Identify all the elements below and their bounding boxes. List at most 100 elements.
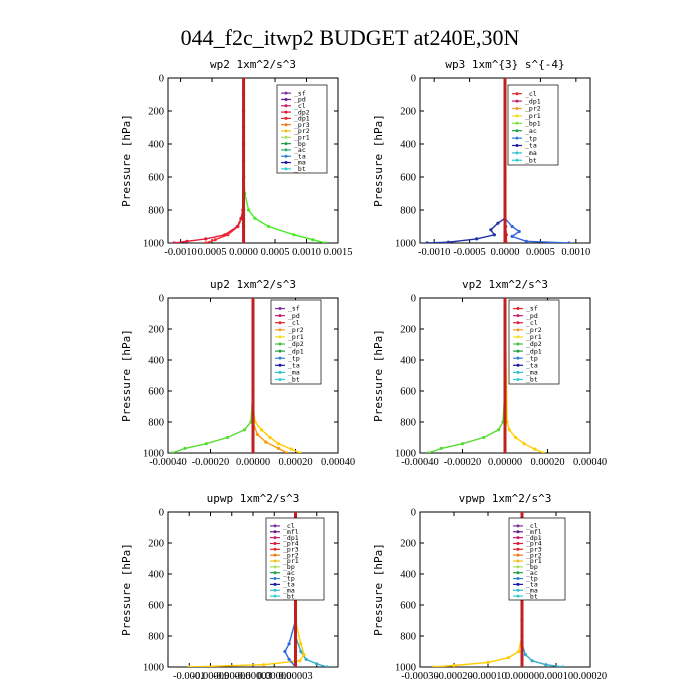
x-tick-label: 0.0005: [526, 247, 555, 258]
legend-entry: _ma: [283, 586, 295, 594]
point-dp2: [439, 446, 443, 450]
y-tick-label: 200: [400, 107, 416, 118]
legend-marker: [273, 594, 277, 598]
legend-marker: [278, 349, 282, 353]
legend-entry: _pd: [294, 96, 306, 104]
legend-entry: _ma: [288, 369, 300, 377]
legend-entry: _bp: [526, 563, 538, 571]
y-tick-label: 400: [400, 140, 416, 151]
legend-entry: _ma: [294, 159, 306, 167]
legend-marker: [516, 321, 520, 325]
x-tick-label: -0.0005: [453, 247, 485, 258]
point-tp: [510, 234, 514, 238]
point-tp: [517, 229, 521, 234]
legend-entry: _tp: [283, 575, 295, 583]
legend-entry: _dp1: [526, 347, 542, 355]
plot-frame: [419, 511, 591, 668]
point-pr2: [299, 642, 303, 646]
legend-marker: [278, 377, 282, 381]
x-tick-label: 0.00000: [236, 457, 270, 468]
legend-marker: [515, 107, 519, 110]
legend-marker: [515, 144, 519, 147]
legend-entry: _dp1: [283, 534, 299, 542]
y-tick-label: 0: [159, 74, 164, 85]
x-tick-label: 0.00000: [488, 457, 522, 468]
y-tick-label: 400: [148, 356, 164, 367]
legend-entry: _cl: [526, 522, 538, 530]
y-tick-label: 0: [159, 294, 164, 305]
legend-marker: [516, 370, 520, 374]
legend-entry: _tp: [526, 575, 538, 583]
y-tick-label: 0: [411, 294, 416, 305]
legend-entry: _ac: [283, 569, 295, 577]
panel-title: wp3 1xm^{3} s^{-4}: [445, 58, 564, 71]
x-tick-label: 0.0005: [198, 247, 227, 258]
x-tick-label: -0.00003: [234, 671, 272, 682]
point-pr1: [276, 446, 281, 450]
y-tick-label: 200: [148, 325, 164, 336]
point-ta: [523, 653, 528, 657]
legend-marker: [516, 377, 520, 381]
legend-entry: _pr3: [526, 546, 542, 554]
legend-entry: _tp: [526, 354, 538, 362]
series-tp: [504, 217, 569, 243]
point-ta: [425, 241, 429, 243]
y-tick-label: 0: [159, 508, 164, 519]
y-tick-label: 600: [148, 387, 164, 398]
x-tick-label: -0.00040: [401, 457, 439, 468]
x-tick-label: 0.00020: [530, 457, 564, 468]
legend-marker: [515, 121, 519, 125]
legend-marker: [284, 135, 288, 139]
point-pr2: [262, 663, 266, 667]
point-pr2: [486, 660, 490, 665]
y-tick-label: 800: [148, 418, 164, 429]
x-tick-label: -0.00020: [192, 457, 230, 468]
legend-marker: [273, 524, 277, 528]
legend-marker: [516, 307, 520, 311]
point-dp2: [225, 435, 230, 440]
point-dp2: [183, 446, 187, 450]
legend-entry: _bt: [526, 376, 538, 384]
panel-vp2: vp2 1xm^2/s^3 0 200 400 600 800 1000 Pressure […: [372, 278, 607, 468]
point-dp2: [239, 216, 243, 220]
x-tick-label: -0.00030: [401, 671, 439, 682]
legend-marker: [273, 553, 277, 557]
x-tick-label: -0.00009: [192, 671, 230, 682]
legend-entry: _pr4: [526, 540, 542, 548]
point-dp2: [497, 428, 501, 432]
legend-entry: _tp: [288, 354, 300, 362]
legend-marker: [278, 335, 282, 339]
x-tick-label: 0.0010: [561, 247, 590, 258]
panel-title: vp2 1xm^2/s^3: [462, 278, 548, 291]
x-tick-label: 0.0010: [292, 247, 321, 258]
series-dp2: [172, 298, 254, 453]
legend-marker: [284, 154, 288, 158]
legend-entry: _ta: [525, 142, 537, 150]
y-tick-label: 0: [411, 74, 416, 85]
legend-marker: [516, 349, 520, 353]
legend-entry: _ta: [294, 152, 306, 160]
point-ta: [544, 663, 548, 667]
legend-entry: _ma: [526, 369, 538, 377]
point-pr2: [517, 649, 521, 654]
legend-marker: [278, 363, 282, 367]
legend-marker: [273, 547, 277, 551]
legend-entry: _pr2: [283, 551, 299, 559]
legend-marker: [516, 571, 520, 575]
legend-entry: _pr1: [288, 333, 304, 341]
point-pr2: [268, 435, 272, 440]
legend-marker: [516, 547, 520, 551]
legend-entry: _dp1: [294, 115, 310, 123]
point-dp2: [170, 451, 174, 453]
y-tick-label: 800: [148, 632, 164, 643]
legend-marker: [515, 129, 519, 133]
legend-entry: _ma: [525, 149, 537, 157]
x-tick-label: -0.00040: [149, 457, 187, 468]
panel-title: vpwp 1xm^2/s^3: [459, 492, 552, 505]
point-pr2: [302, 653, 306, 657]
legend-entry: _dp1: [526, 534, 542, 542]
legend-entry: _sf: [294, 89, 306, 97]
legend-marker: [278, 342, 282, 346]
y-tick-label: 600: [400, 387, 416, 398]
point-dp2: [426, 451, 431, 453]
